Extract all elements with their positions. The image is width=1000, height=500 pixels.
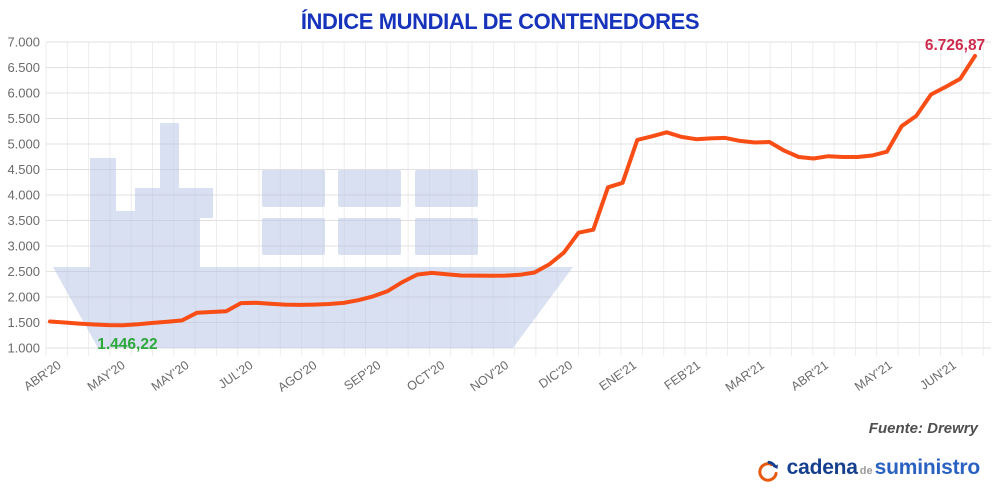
container-box — [338, 218, 401, 255]
x-tick-label: JUL'20 — [216, 358, 256, 392]
ship-hull — [53, 267, 573, 348]
container-box — [262, 170, 325, 207]
x-tick-label: ENE'21 — [597, 358, 639, 394]
container-box — [262, 218, 325, 255]
x-tick-label: NOV'20 — [468, 358, 512, 394]
brand-logo-word-cadena: cadena — [786, 456, 858, 479]
brand-logo-icon — [757, 460, 778, 482]
x-tick-label: ABR'21 — [788, 358, 830, 394]
annotation-end-value: 6.726,87 — [925, 37, 985, 54]
x-tick-label: ABR'20 — [21, 358, 63, 394]
x-tick-label: JUN'21 — [917, 358, 958, 393]
y-tick-label: 4.000 — [7, 188, 40, 203]
y-tick-label: 6.500 — [7, 60, 40, 75]
x-tick-label: MAY'20 — [149, 358, 192, 394]
y-tick-label: 6.000 — [7, 86, 40, 101]
brand-logo-word-de: de — [859, 465, 873, 477]
x-tick-label: MAY'21 — [852, 358, 895, 394]
chart-title: ÍNDICE MUNDIAL DE CONTENEDORES — [300, 9, 700, 34]
container-box — [415, 218, 478, 255]
ship-bridge-tower — [90, 158, 116, 270]
line-chart: 1.000 1.500 2.000 2.500 3.000 3.500 4.000 4.500… — [7, 35, 991, 395]
source-text: Fuente: Drewry — [868, 420, 978, 437]
container-box — [338, 170, 401, 207]
y-tick-label: 1.500 — [7, 315, 40, 330]
ship-watermark — [53, 123, 573, 348]
x-tick-label: AGO'20 — [275, 358, 319, 395]
y-tick-label: 4.500 — [7, 162, 40, 177]
y-tick-label: 7.000 — [7, 35, 40, 50]
ship-funnel — [160, 123, 179, 188]
container-box — [415, 170, 478, 207]
x-tick-label: DIC'20 — [536, 358, 575, 391]
series-line — [48, 53, 977, 328]
y-tick-label: 3.500 — [7, 213, 40, 228]
x-tick-label: MAY'20 — [85, 358, 128, 394]
ship-superstructure — [135, 188, 200, 270]
y-tick-label: 3.000 — [7, 239, 40, 254]
x-tick-label: SEP'20 — [341, 358, 383, 393]
y-tick-label: 2.500 — [7, 264, 40, 279]
y-tick-label: 2.000 — [7, 290, 40, 305]
brand-logo-word-suministro: suministro — [874, 456, 981, 479]
annotation-start-value: 1.446,22 — [97, 336, 157, 353]
y-tick-label: 5.000 — [7, 137, 40, 152]
ship-superstructure — [200, 188, 213, 218]
ship-superstructure — [116, 211, 135, 270]
y-tick-label: 5.500 — [7, 111, 40, 126]
x-tick-label: OCT'20 — [404, 358, 447, 394]
y-tick-label: 1.000 — [7, 341, 40, 356]
brand-logo[interactable]: cadena de suministro — [756, 456, 980, 486]
x-tick-label: MAR'21 — [723, 358, 767, 395]
x-tick-label: FEB'21 — [662, 358, 703, 393]
